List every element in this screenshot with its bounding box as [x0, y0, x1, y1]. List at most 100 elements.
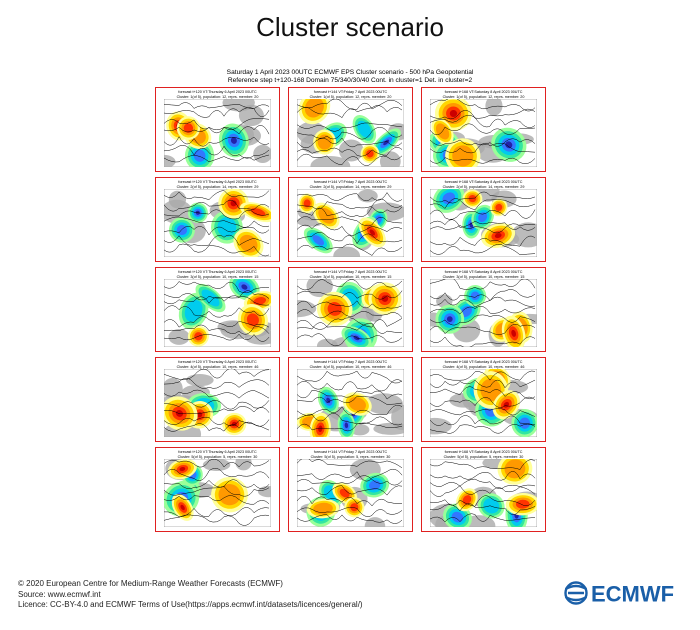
contour-line [430, 138, 536, 147]
contour-line [297, 422, 403, 432]
contour-line [297, 216, 403, 227]
ecmwf-logo: ECMWF [563, 580, 688, 607]
land-shade [364, 517, 386, 527]
panel-forecast: forecast t+120 VT:Thursday 6 April 2023 … [178, 180, 257, 184]
contour-line [297, 232, 403, 245]
anomaly-area [179, 467, 186, 472]
anomaly-area [326, 397, 331, 404]
contour-line [430, 99, 536, 112]
contour-line [164, 305, 270, 318]
contour-line [430, 314, 536, 326]
contour-line [297, 379, 403, 392]
land-shade [333, 246, 361, 257]
panel-forecast: forecast t+120 VT:Thursday 6 April 2023 … [178, 270, 257, 274]
map-panel: forecast t+120 VT:Thursday 6 April 2023 … [155, 177, 280, 262]
contour-line [297, 496, 403, 507]
footer-line: Source: www.ecmwf.int [18, 590, 101, 599]
anomaly-area [183, 123, 194, 133]
contour-line [297, 507, 403, 517]
contour-line [164, 226, 270, 236]
contour-line [164, 199, 270, 212]
map-panel: forecast t+144 VT:Friday 7 April 2023 00… [288, 447, 413, 532]
contour-line [297, 153, 403, 166]
figure-header: Reference step t+120-168 Domain 75/340/3… [227, 77, 473, 84]
land-shade [164, 377, 183, 400]
anomaly-area [366, 149, 374, 158]
panel-cluster: Cluster: 3(of 5), population: 10, reprs.… [442, 274, 525, 279]
contour-line [430, 495, 536, 507]
weather-map [297, 189, 404, 257]
anomaly-area [312, 235, 325, 246]
map-panel: forecast t+168 VT:Saturday 8 April 2023 … [421, 447, 546, 532]
weather-map [164, 279, 271, 347]
contour-line [164, 145, 270, 159]
map-panel: forecast t+120 VT:Thursday 6 April 2023 … [155, 267, 280, 352]
contour-line [297, 206, 403, 217]
contour-line [297, 459, 403, 469]
anomaly-area [446, 316, 453, 323]
panel-cluster: Cluster: 5(of 5), population: 5, reprs. … [443, 454, 524, 459]
contour-line [297, 300, 403, 310]
contour-line [297, 389, 403, 400]
anomaly-area [505, 141, 513, 149]
anomaly-area [180, 504, 185, 511]
anomaly-area [470, 291, 480, 301]
contour-line [297, 309, 403, 319]
contour-line [430, 408, 536, 417]
panel-grid: forecast t+120 VT:Thursday 6 April 2023 … [155, 87, 546, 533]
contour-line [164, 495, 270, 505]
contour-line [164, 389, 270, 399]
weather-map [430, 279, 537, 347]
contour-line [430, 324, 536, 335]
contour-line [164, 216, 270, 228]
contour-line [297, 137, 403, 149]
map-panel: forecast t+144 VT:Friday 7 April 2023 00… [288, 357, 413, 442]
weather-map [164, 369, 271, 437]
weather-map [164, 459, 271, 527]
anomaly-area [478, 212, 488, 223]
contour-line [430, 370, 536, 381]
panel-cluster: Cluster: 5(of 5), population: 5, reprs. … [310, 454, 391, 459]
panel-forecast: forecast t+120 VT:Thursday 6 April 2023 … [178, 450, 257, 454]
contour-line [297, 475, 403, 486]
anomaly-area [483, 498, 500, 514]
anomaly-area [369, 229, 375, 236]
contour-line [164, 118, 270, 130]
contour-line [164, 369, 270, 381]
anomaly-area [313, 502, 333, 515]
panel-forecast: forecast t+168 VT:Saturday 8 April 2023 … [444, 450, 523, 454]
figure-header: Saturday 1 April 2023 00UTC ECMWF EPS Cl… [226, 69, 474, 76]
anomaly-area [495, 203, 503, 211]
map-panel: forecast t+120 VT:Thursday 6 April 2023 … [155, 357, 280, 442]
panel-forecast: forecast t+120 VT:Thursday 6 April 2023 … [178, 90, 257, 94]
contour-line [164, 281, 270, 294]
contour-line [297, 147, 403, 157]
contour-line [164, 479, 270, 490]
contour-line [430, 478, 536, 489]
panel-cluster: Cluster: 2(of 5), population: 14, reprs.… [442, 184, 525, 189]
map-panel: forecast t+168 VT:Saturday 8 April 2023 … [421, 177, 546, 262]
land-shade [186, 374, 214, 387]
contour-line [430, 289, 536, 302]
contour-line [297, 105, 403, 118]
anomaly-area [318, 207, 335, 224]
map-panel: forecast t+120 VT:Thursday 6 April 2023 … [155, 447, 280, 532]
anomaly-area [201, 289, 220, 307]
contour-line [164, 486, 270, 497]
weather-map [430, 189, 537, 257]
page-title: Cluster scenario [256, 12, 444, 42]
contour-line [297, 99, 403, 111]
map-panel: forecast t+144 VT:Friday 7 April 2023 00… [288, 267, 413, 352]
land-shade [365, 393, 403, 415]
contour-line [164, 209, 270, 220]
contour-line [164, 295, 270, 306]
contour-line [164, 421, 270, 432]
contour-line [430, 219, 536, 231]
panel-cluster: Cluster: 2(of 5), population: 14, reprs.… [309, 184, 392, 189]
contour-line [164, 377, 270, 389]
panel-cluster: Cluster: 3(of 5), population: 10, reprs.… [309, 274, 392, 279]
contour-line [297, 122, 403, 132]
anomaly-area [246, 313, 259, 327]
map-panel: forecast t+120 VT:Thursday 6 April 2023 … [155, 87, 280, 172]
